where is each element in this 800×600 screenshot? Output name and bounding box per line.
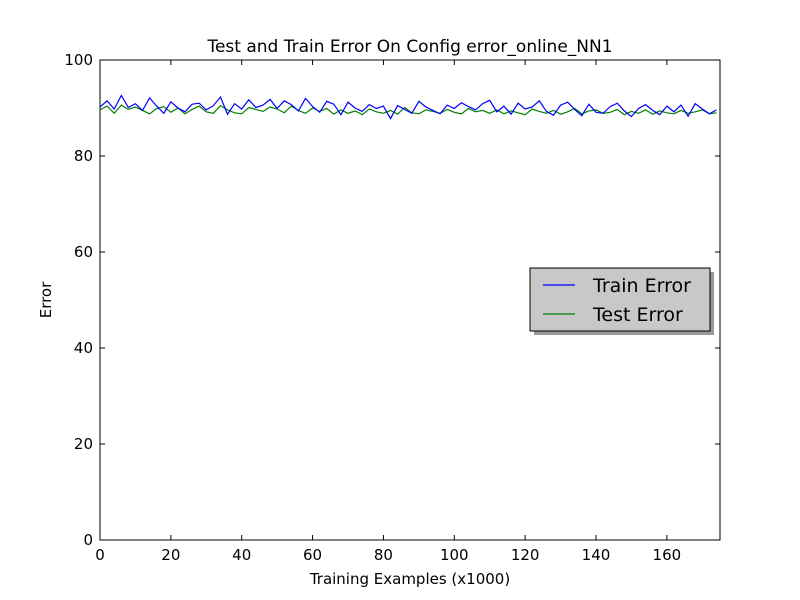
x-tick-label: 80 [374,546,393,564]
legend: Train Error Test Error [529,267,714,335]
x-tick-label: 160 [653,546,682,564]
x-axis-label: Training Examples (x1000) [309,570,510,588]
y-tick-label: 100 [64,51,93,69]
y-tick-label: 0 [83,531,93,549]
legend-box [529,267,711,332]
y-tick-label: 40 [74,339,93,357]
y-tick-label: 80 [74,147,93,165]
series-line-train-error [99,94,717,120]
x-tick-label: 0 [95,546,105,564]
y-tick-label: 20 [74,435,93,453]
x-tick-label: 20 [161,546,180,564]
x-tick-label: 120 [511,546,540,564]
x-axis: 0 20 40 60 80 100 120 140 160 [95,60,681,564]
x-tick-label: 140 [582,546,611,564]
series-layer [99,94,717,120]
x-tick-label: 40 [232,546,251,564]
series-line-test-error [99,104,717,116]
y-axis-label: Error [37,281,55,318]
x-tick-label: 100 [440,546,469,564]
legend-label: Test Error [592,304,683,326]
chart-title: Test and Train Error On Config error_onl… [206,37,612,57]
y-axis: 0 20 40 60 80 100 [64,51,720,549]
y-tick-label: 60 [74,243,93,261]
x-tick-label: 60 [303,546,322,564]
legend-label: Train Error [592,275,691,297]
